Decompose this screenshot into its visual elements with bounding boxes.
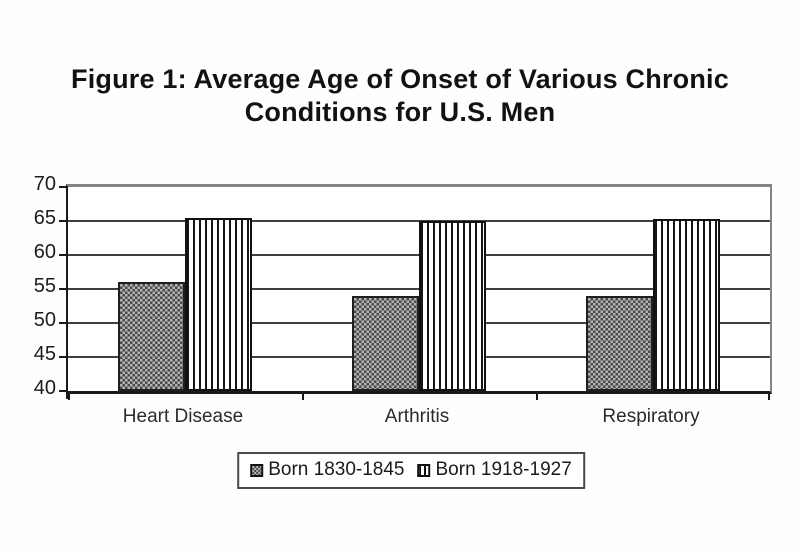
legend-item-born-1918-1927: Born 1918-1927 <box>417 459 572 481</box>
y-axis-tick-label-55: 55 <box>33 275 56 297</box>
bar-group-arthritis <box>302 187 536 391</box>
legend-label-born-1830-1845: Born 1830-1845 <box>268 459 405 480</box>
bar-group-respiratory <box>536 187 770 391</box>
chart-title-line-1: Figure 1: Average Age of Onset of Variou… <box>71 64 729 94</box>
y-axis-tick-label-60: 60 <box>33 241 56 263</box>
y-axis-tick-label-45: 45 <box>33 343 56 365</box>
y-axis-line-extension <box>66 394 68 399</box>
bar-heart-disease-born-1830-1845 <box>118 282 185 391</box>
x-axis-boundary-tick-1 <box>302 394 304 400</box>
y-axis-tick-55 <box>59 288 68 290</box>
bar-respiratory-born-1918-1927 <box>653 218 720 391</box>
x-axis-label-heart-disease: Heart Disease <box>122 406 244 427</box>
chart-title-line-2: Conditions for U.S. Men <box>244 97 556 127</box>
y-axis-tick-40 <box>59 390 68 392</box>
y-axis-tick-label-40: 40 <box>33 377 56 399</box>
y-axis-tick-65 <box>59 220 68 222</box>
legend: Born 1830-1845 Born 1918-1927 <box>237 452 585 489</box>
x-axis-boundary-tick-0 <box>68 394 70 400</box>
legend-label-born-1918-1927: Born 1918-1927 <box>435 459 572 480</box>
y-axis-tick-label-70: 70 <box>33 173 56 195</box>
bar-heart-disease-born-1918-1927 <box>185 217 252 391</box>
y-axis-tick-label-65: 65 <box>33 207 56 229</box>
x-axis-boundary-tick-3 <box>768 394 770 400</box>
y-axis-tick-50 <box>59 322 68 324</box>
bar-arthritis-born-1830-1845 <box>352 295 419 391</box>
y-axis-tick-45 <box>59 356 68 358</box>
y-axis-tick-label-50: 50 <box>33 309 56 331</box>
bar-respiratory-born-1830-1845 <box>586 295 653 391</box>
legend-swatch-checker <box>250 463 264 477</box>
legend-item-born-1830-1845: Born 1830-1845 <box>250 459 405 481</box>
legend-swatch-vertical-stripes <box>417 463 431 477</box>
x-axis-label-respiratory: Respiratory <box>602 406 700 427</box>
chart-title: Figure 1: Average Age of Onset of Variou… <box>0 63 800 129</box>
x-axis-boundary-tick-2 <box>536 394 538 400</box>
plot-area <box>59 184 772 400</box>
bar-arthritis-born-1918-1927 <box>419 221 486 391</box>
bar-group-heart-disease <box>68 187 302 391</box>
y-axis-tick-70 <box>59 186 68 188</box>
y-axis-tick-60 <box>59 254 68 256</box>
x-axis-label-arthritis: Arthritis <box>384 406 450 427</box>
